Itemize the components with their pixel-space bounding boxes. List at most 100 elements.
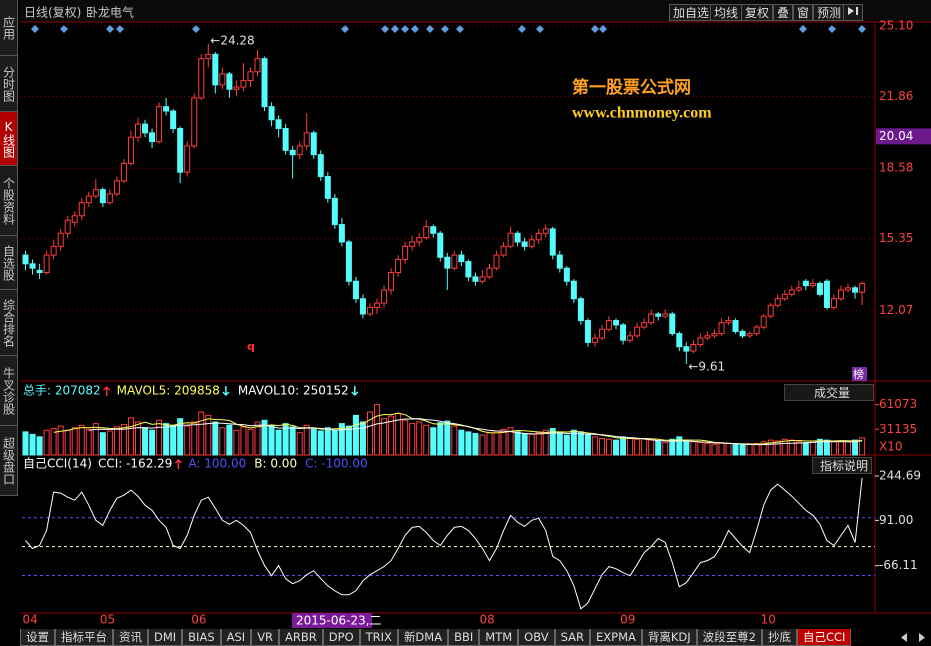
candle-body	[374, 302, 381, 308]
toolbar-button[interactable]	[843, 4, 863, 21]
volume-bar	[134, 421, 141, 456]
tab[interactable]: SAR	[554, 629, 590, 646]
volume-bar	[507, 427, 514, 456]
candle-body	[859, 282, 866, 293]
tab[interactable]: 指标平台	[55, 629, 113, 646]
candle-body	[577, 298, 584, 322]
volume-bar	[465, 431, 472, 456]
tab[interactable]: 背离KDJ	[641, 629, 697, 646]
volume-bar	[289, 426, 296, 456]
volume-bar	[57, 425, 64, 456]
candle-body	[240, 79, 247, 88]
volume-bar	[170, 424, 177, 456]
side-tab[interactable]: 牛叉诊股	[0, 356, 18, 426]
x-tick-label: 05	[100, 613, 115, 627]
y-tick-label: 12.07	[879, 303, 913, 317]
reference-label: C: -100.00	[305, 457, 368, 471]
tab[interactable]: 抄底	[761, 629, 797, 646]
volume-bar	[795, 441, 802, 456]
y-tick-label: 25.10	[879, 18, 913, 32]
candle-body	[641, 322, 648, 328]
candle-body	[296, 145, 303, 156]
tab[interactable]: DPO	[322, 629, 360, 646]
tab[interactable]: TRIX	[359, 629, 398, 646]
side-tab[interactable]: 应用	[0, 0, 18, 56]
tab-nav[interactable]	[895, 629, 931, 646]
tab[interactable]: DMI	[148, 629, 183, 646]
tab[interactable]: 新DMA	[397, 629, 449, 646]
candle-body	[381, 289, 388, 304]
tab[interactable]: EXPMA	[589, 629, 642, 646]
tab[interactable]: MTM	[479, 629, 519, 646]
side-tab[interactable]: 个股资料	[0, 166, 18, 236]
candle-body	[352, 280, 359, 300]
tab[interactable]: BBI	[448, 629, 480, 646]
candle-body	[366, 306, 373, 315]
candle-body	[127, 136, 134, 164]
candle-body	[113, 180, 120, 195]
volume-bar	[606, 438, 613, 456]
volume-bar	[50, 428, 57, 456]
indicator-selector[interactable]: 成交量	[784, 384, 874, 401]
volume-bar	[563, 434, 570, 456]
volume-bar	[219, 427, 226, 456]
volume-bar	[845, 441, 852, 456]
candle-body	[563, 267, 570, 282]
toolbar-button[interactable]: 预测	[813, 4, 846, 21]
volume-bar	[514, 431, 521, 456]
candle-body	[514, 232, 521, 243]
candle-body	[233, 86, 240, 90]
tab[interactable]: OBV	[518, 629, 555, 646]
candle-body	[795, 287, 802, 291]
x-tick-label: 06	[191, 613, 206, 627]
candle-body	[683, 346, 690, 352]
icon	[848, 7, 858, 15]
tab[interactable]: 自己CCI	[796, 629, 852, 646]
tab[interactable]: VR	[251, 629, 280, 646]
period: 日线(复权)	[24, 6, 81, 20]
volume-bar	[324, 427, 331, 456]
volume-bar	[493, 430, 500, 456]
side-tab[interactable]: 超级盘口	[0, 426, 18, 496]
volume-bar	[683, 439, 690, 456]
volume-bar	[423, 424, 430, 456]
tab[interactable]: BIAS	[182, 629, 221, 646]
volume-bar	[690, 441, 697, 456]
volume-bar	[233, 429, 240, 456]
high-label: ←24.28	[210, 33, 254, 47]
toolbar-button[interactable]: 叠	[773, 4, 794, 21]
candle-body	[205, 53, 212, 60]
volume-bar	[521, 433, 528, 456]
candle-body	[718, 322, 725, 335]
volume-bar	[149, 429, 156, 456]
volume-bar	[549, 428, 556, 456]
side-tab[interactable]: 分时图	[0, 56, 18, 112]
side-tab[interactable]: K线图	[0, 112, 18, 166]
volume-bar	[92, 423, 99, 456]
candle-body	[268, 106, 275, 121]
tab[interactable]: ARBR	[279, 629, 323, 646]
tab[interactable]: 资讯	[113, 629, 148, 646]
candle-body	[788, 289, 795, 295]
volume-bar	[106, 430, 113, 456]
help-button[interactable]: 指标说明	[812, 457, 872, 474]
toolbar-button[interactable]: 均线	[710, 4, 743, 21]
ma-line	[88, 418, 863, 446]
watermark-url: www.chnmoney.com	[572, 105, 712, 122]
volume-bar	[113, 426, 120, 456]
tab[interactable]: 设置	[20, 629, 55, 646]
toolbar-button[interactable]: 复权	[741, 4, 774, 21]
candle-body	[451, 254, 458, 269]
selector-label: 成交量	[814, 386, 851, 400]
tab[interactable]: 波段至尊2	[696, 629, 762, 646]
volume-bar	[620, 436, 627, 456]
side-tab[interactable]: 综合排名	[0, 290, 18, 356]
tab[interactable]: ASI	[220, 629, 252, 646]
badge-box	[852, 367, 867, 381]
toolbar-button[interactable]: 窗	[793, 4, 814, 21]
toolbar-button[interactable]: 加自选	[669, 4, 714, 21]
y-tick-label: 18.58	[879, 161, 913, 175]
stock-name: 卧龙电气	[86, 5, 134, 20]
side-tab[interactable]: 自选股	[0, 236, 18, 290]
volume-bar	[570, 429, 577, 456]
